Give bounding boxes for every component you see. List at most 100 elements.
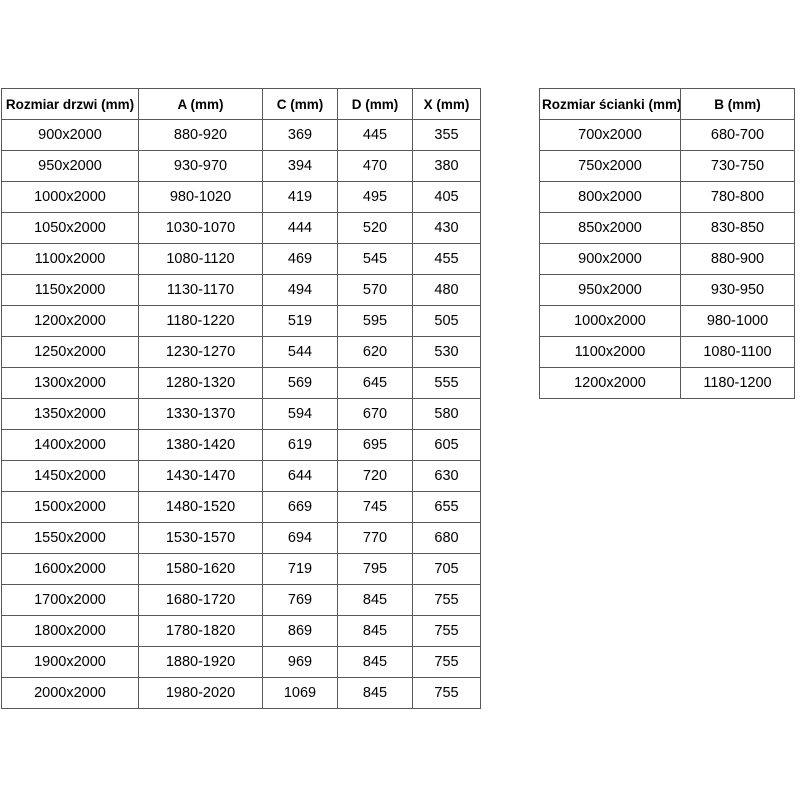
table-cell: 950x2000 <box>1 150 139 182</box>
table-cell: 505 <box>412 305 481 337</box>
table-cell: 530 <box>412 336 481 368</box>
table-row: 1400x2000 1380-1420 619 695 605 <box>1 429 481 461</box>
table-cell: 455 <box>412 243 481 275</box>
table-cell: 850x2000 <box>539 212 681 244</box>
table-row: 900x2000 880-900 <box>539 243 795 275</box>
table-cell: 1069 <box>262 677 338 709</box>
table-cell: 1380-1420 <box>138 429 263 461</box>
table-cell: 1480-1520 <box>138 491 263 523</box>
table-cell: 755 <box>412 584 481 616</box>
table-cell: 1250x2000 <box>1 336 139 368</box>
table-cell: 580 <box>412 398 481 430</box>
table-cell: 695 <box>337 429 413 461</box>
table-cell: 445 <box>337 119 413 151</box>
table-row: 1550x2000 1530-1570 694 770 680 <box>1 522 481 554</box>
column-header: C (mm) <box>262 88 338 120</box>
header-row: Rozmiar drzwi (mm) A (mm) C (mm) D (mm) X (m… <box>1 88 481 120</box>
table-cell: 369 <box>262 119 338 151</box>
table-cell: 680 <box>412 522 481 554</box>
table-cell: 494 <box>262 274 338 306</box>
table-cell: 1600x2000 <box>1 553 139 585</box>
table-cell: 1530-1570 <box>138 522 263 554</box>
table-cell: 1100x2000 <box>539 336 681 368</box>
column-header: D (mm) <box>337 88 413 120</box>
table-row: 800x2000 780-800 <box>539 181 795 213</box>
table-cell: 694 <box>262 522 338 554</box>
table-cell: 545 <box>337 243 413 275</box>
table-cell: 880-920 <box>138 119 263 151</box>
table-cell: 670 <box>337 398 413 430</box>
table-cell: 480 <box>412 274 481 306</box>
table-cell: 680-700 <box>680 119 795 151</box>
table-cell: 969 <box>262 646 338 678</box>
table-row: 1900x2000 1880-1920 969 845 755 <box>1 646 481 678</box>
door-size-table: Rozmiar drzwi (mm) A (mm) C (mm) D (mm) X (m… <box>1 88 481 709</box>
table-cell: 880-900 <box>680 243 795 275</box>
column-header: A (mm) <box>138 88 263 120</box>
table-row: 1500x2000 1480-1520 669 745 655 <box>1 491 481 523</box>
table-cell: 430 <box>412 212 481 244</box>
table-cell: 750x2000 <box>539 150 681 182</box>
table-cell: 594 <box>262 398 338 430</box>
table-cell: 1180-1220 <box>138 305 263 337</box>
table-cell: 544 <box>262 336 338 368</box>
table-cell: 930-970 <box>138 150 263 182</box>
table-cell: 845 <box>337 584 413 616</box>
header-row: Rozmiar ścianki (mm) B (mm) <box>539 88 795 120</box>
column-header: X (mm) <box>412 88 481 120</box>
table-cell: 380 <box>412 150 481 182</box>
table-cell: 1780-1820 <box>138 615 263 647</box>
table-cell: 700x2000 <box>539 119 681 151</box>
table-cell: 800x2000 <box>539 181 681 213</box>
table-row: 1300x2000 1280-1320 569 645 555 <box>1 367 481 399</box>
table-row: 700x2000 680-700 <box>539 119 795 151</box>
table-cell: 1900x2000 <box>1 646 139 678</box>
table-cell: 570 <box>337 274 413 306</box>
table-row: 1200x2000 1180-1200 <box>539 367 795 399</box>
table-row: 2000x2000 1980-2020 1069 845 755 <box>1 677 481 709</box>
table-cell: 1580-1620 <box>138 553 263 585</box>
table-row: 1100x2000 1080-1120 469 545 455 <box>1 243 481 275</box>
table-cell: 900x2000 <box>539 243 681 275</box>
table-cell: 1700x2000 <box>1 584 139 616</box>
table-cell: 669 <box>262 491 338 523</box>
table-cell: 1050x2000 <box>1 212 139 244</box>
table-cell: 1300x2000 <box>1 367 139 399</box>
table-cell: 830-850 <box>680 212 795 244</box>
table-cell: 1350x2000 <box>1 398 139 430</box>
table-cell: 845 <box>337 677 413 709</box>
table-cell: 1030-1070 <box>138 212 263 244</box>
table-cell: 1080-1100 <box>680 336 795 368</box>
table-cell: 719 <box>262 553 338 585</box>
table-cell: 1330-1370 <box>138 398 263 430</box>
table-cell: 419 <box>262 181 338 213</box>
table-cell: 780-800 <box>680 181 795 213</box>
table-row: 850x2000 830-850 <box>539 212 795 244</box>
table-cell: 1500x2000 <box>1 491 139 523</box>
table-row: 950x2000 930-950 <box>539 274 795 306</box>
table-cell: 1130-1170 <box>138 274 263 306</box>
table-row: 1450x2000 1430-1470 644 720 630 <box>1 460 481 492</box>
table-cell: 1980-2020 <box>138 677 263 709</box>
table-cell: 620 <box>337 336 413 368</box>
column-header: B (mm) <box>680 88 795 120</box>
table-cell: 705 <box>412 553 481 585</box>
table-cell: 630 <box>412 460 481 492</box>
table-cell: 730-750 <box>680 150 795 182</box>
table-row: 1600x2000 1580-1620 719 795 705 <box>1 553 481 585</box>
table-cell: 1400x2000 <box>1 429 139 461</box>
table-cell: 1000x2000 <box>1 181 139 213</box>
column-header: Rozmiar ścianki (mm) <box>539 88 681 120</box>
table-cell: 1880-1920 <box>138 646 263 678</box>
table-row: 1100x2000 1080-1100 <box>539 336 795 368</box>
table-cell: 755 <box>412 677 481 709</box>
table-row: 1000x2000 980-1000 <box>539 305 795 337</box>
table-cell: 1550x2000 <box>1 522 139 554</box>
table-cell: 1200x2000 <box>539 367 681 399</box>
table-cell: 595 <box>337 305 413 337</box>
table-row: 1800x2000 1780-1820 869 845 755 <box>1 615 481 647</box>
table-cell: 444 <box>262 212 338 244</box>
table-row: 750x2000 730-750 <box>539 150 795 182</box>
table-cell: 980-1000 <box>680 305 795 337</box>
